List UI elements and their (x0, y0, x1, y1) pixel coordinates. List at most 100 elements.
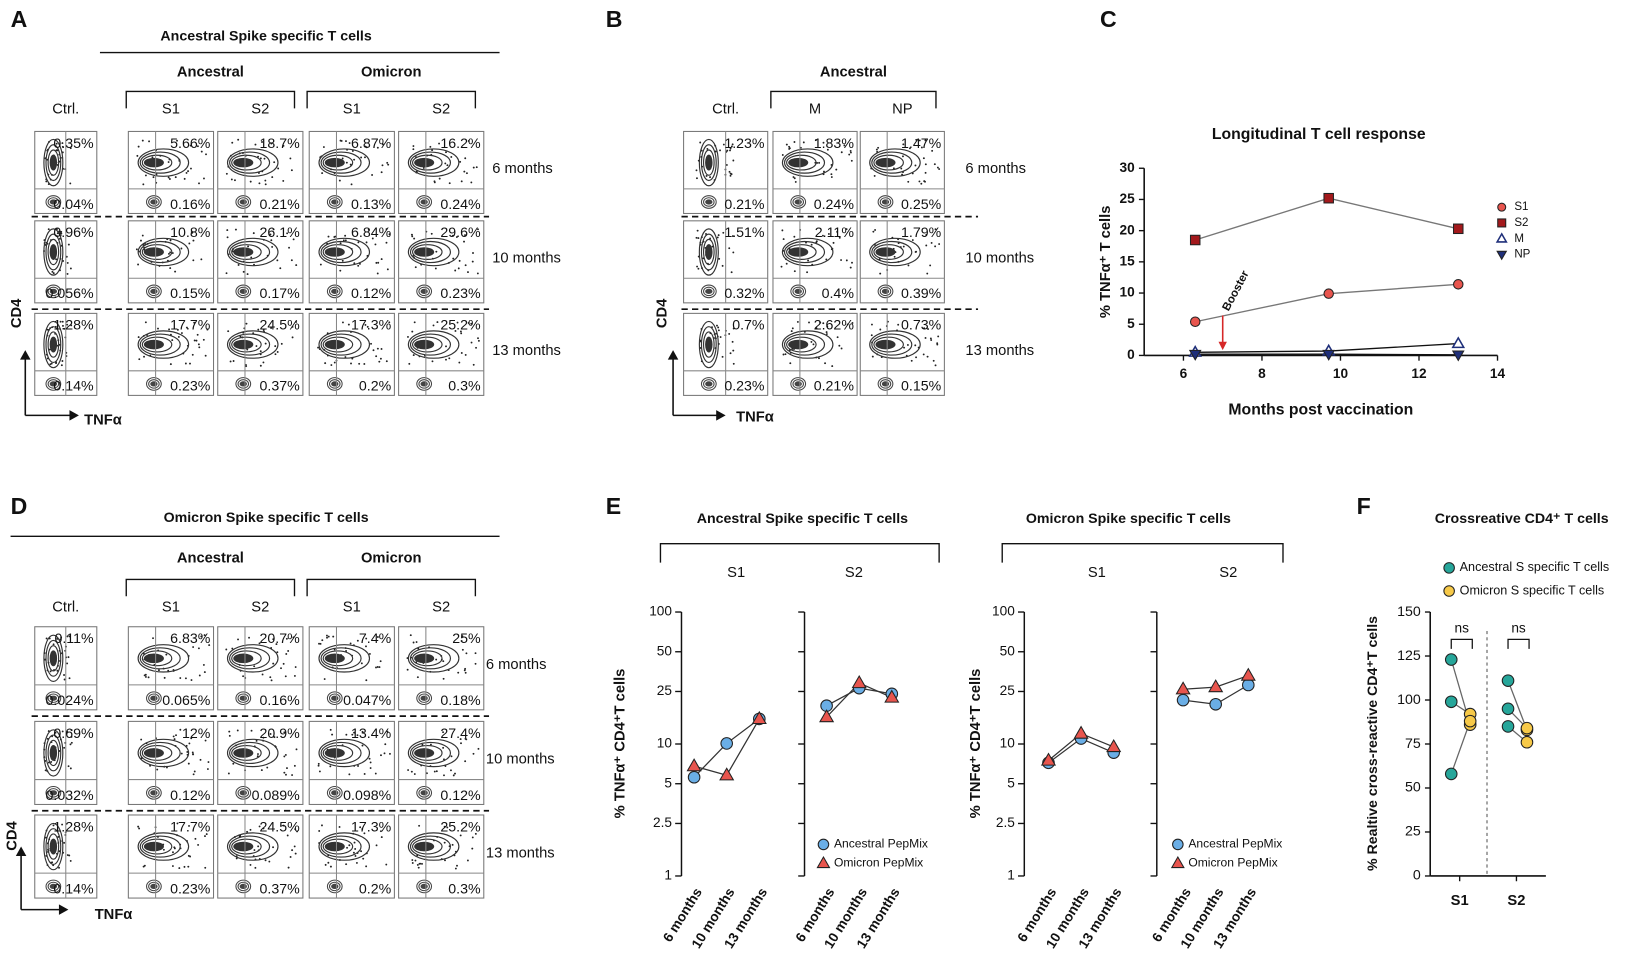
event-dot (781, 154, 784, 156)
event-dot (143, 355, 145, 358)
contour (148, 693, 160, 703)
event-dot (228, 730, 231, 733)
y-tick-label: 30 (1120, 160, 1136, 175)
contour (698, 320, 719, 369)
percent-top: 1.83% (814, 136, 855, 152)
event-dot (230, 178, 233, 181)
event-dot (872, 230, 875, 233)
event-dot (169, 251, 172, 254)
contour (700, 195, 717, 209)
contour (139, 333, 181, 356)
event-dot (474, 662, 477, 665)
event-dot (52, 824, 55, 827)
contour (871, 333, 913, 356)
event-dot (695, 169, 698, 172)
contour (148, 881, 160, 892)
event-dot (284, 675, 287, 678)
contour (148, 788, 160, 798)
percent-bottom: 0.23% (170, 379, 211, 395)
event-dot (461, 635, 464, 638)
contour (328, 788, 341, 798)
contour (320, 835, 362, 858)
event-dot (338, 826, 341, 828)
y-tick-label: 1 (664, 868, 672, 883)
event-dot (459, 160, 462, 163)
event-dot (477, 339, 480, 342)
contour (407, 644, 460, 673)
event-dot (836, 230, 839, 233)
contour (875, 157, 896, 168)
legend-marker (817, 838, 830, 851)
event-dot (407, 335, 409, 338)
event-dot (169, 363, 172, 366)
contour (790, 377, 807, 391)
y-axis-label: % TNFα⁺ CD4⁺T cells (968, 669, 984, 819)
contour (43, 822, 64, 871)
event-dot (44, 769, 47, 772)
legend-label: Omicron PepMix (1188, 856, 1277, 870)
event-dot (726, 149, 729, 152)
event-dot (167, 176, 170, 179)
event-dot (838, 236, 841, 239)
event-dot (696, 265, 699, 268)
event-dot (180, 247, 183, 250)
sig-bracket (1507, 638, 1530, 649)
flow-plot (308, 312, 395, 396)
event-dot (467, 322, 470, 324)
contour (139, 741, 181, 765)
event-dot (376, 636, 379, 638)
row-label: 10 months (965, 251, 1034, 267)
event-dot (717, 329, 720, 332)
event-dot (825, 331, 828, 334)
legend-label: Ancestral S specific T cells (1460, 560, 1610, 574)
legend-label: NP (1514, 249, 1530, 261)
event-dot (934, 364, 937, 367)
contour (783, 151, 826, 174)
flow-plot (772, 130, 858, 214)
y-tick-label: 150 (1397, 604, 1421, 620)
event-dot (443, 841, 446, 844)
axis-arrow (20, 854, 60, 911)
percent-bottom: 0.3% (448, 379, 481, 395)
event-dot (262, 736, 265, 739)
event-dot (409, 634, 412, 637)
event-dot (194, 837, 197, 840)
event-dot (365, 146, 368, 149)
event-dot (388, 321, 391, 324)
event-dot (375, 261, 378, 264)
contour (237, 693, 250, 703)
legend-marker (816, 855, 831, 869)
percent-top: 0.73% (901, 318, 942, 334)
percent-top: 17.3% (351, 318, 392, 334)
event-dot (285, 652, 288, 655)
contour (47, 788, 60, 798)
event-dot (831, 365, 834, 368)
event-dot (253, 665, 256, 668)
percent-top: 24.5% (260, 819, 301, 835)
event-dot (384, 743, 387, 746)
contour (45, 691, 62, 706)
event-dot (357, 765, 360, 767)
event-dot (55, 258, 58, 261)
event-dot (926, 272, 929, 275)
data-point (687, 770, 701, 784)
event-dot (294, 852, 297, 855)
event-dot (366, 325, 369, 328)
event-dot (268, 860, 271, 863)
y-tick-label: 5 (1127, 316, 1135, 331)
event-dot (138, 827, 141, 830)
contour (418, 286, 430, 297)
event-dot (322, 146, 325, 148)
event-dot (291, 336, 294, 339)
legend-marker (1496, 250, 1508, 261)
contour (231, 745, 262, 761)
panel-label: A (11, 6, 28, 32)
contour (235, 879, 252, 894)
event-dot (283, 731, 286, 734)
event-dot (463, 240, 465, 243)
percent-top: 0.96% (53, 225, 94, 241)
event-dot (187, 170, 190, 173)
group-label: Omicron (361, 550, 422, 566)
event-dot (57, 835, 60, 838)
event-dot (781, 229, 784, 232)
